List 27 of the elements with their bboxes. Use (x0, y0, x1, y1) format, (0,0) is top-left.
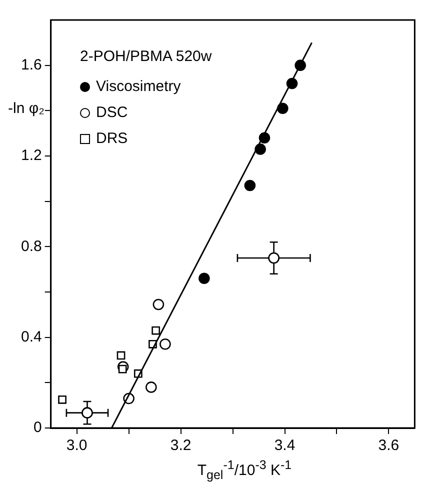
y-tick-label: 0.4 (20, 328, 42, 346)
legend-title: 2-POH/PBMA 520w (80, 47, 212, 67)
point (152, 298, 164, 310)
x-tick-label: 3.4 (274, 437, 296, 454)
y-axis-title: -ln φ₂ (8, 100, 44, 117)
point (118, 364, 127, 374)
legend-label: DSC (96, 103, 128, 123)
x-axis-title: T$_{gel}$$^{-1}$/10$^{-3}$ K$^{-1}$ (196, 458, 293, 482)
point (116, 351, 126, 360)
legend-label: DRS (96, 129, 128, 149)
point (82, 407, 93, 418)
y-tick-label: 1.6 (20, 56, 42, 74)
legend-label: Viscosimetry (96, 77, 181, 97)
y-tick-label: 1.2 (20, 147, 42, 164)
point (160, 338, 171, 350)
y-tick-label: 0.8 (20, 238, 42, 255)
point (146, 382, 157, 393)
y-tick-label: 0 (34, 419, 42, 436)
point (152, 326, 160, 335)
point (268, 252, 280, 264)
x-tick-label: 3.6 (378, 437, 400, 454)
point (277, 102, 288, 114)
x-tick-label: 3.0 (66, 437, 88, 454)
point (58, 395, 66, 404)
point (244, 180, 256, 192)
x-tick-label: 3.2 (170, 437, 192, 454)
point (198, 272, 210, 284)
